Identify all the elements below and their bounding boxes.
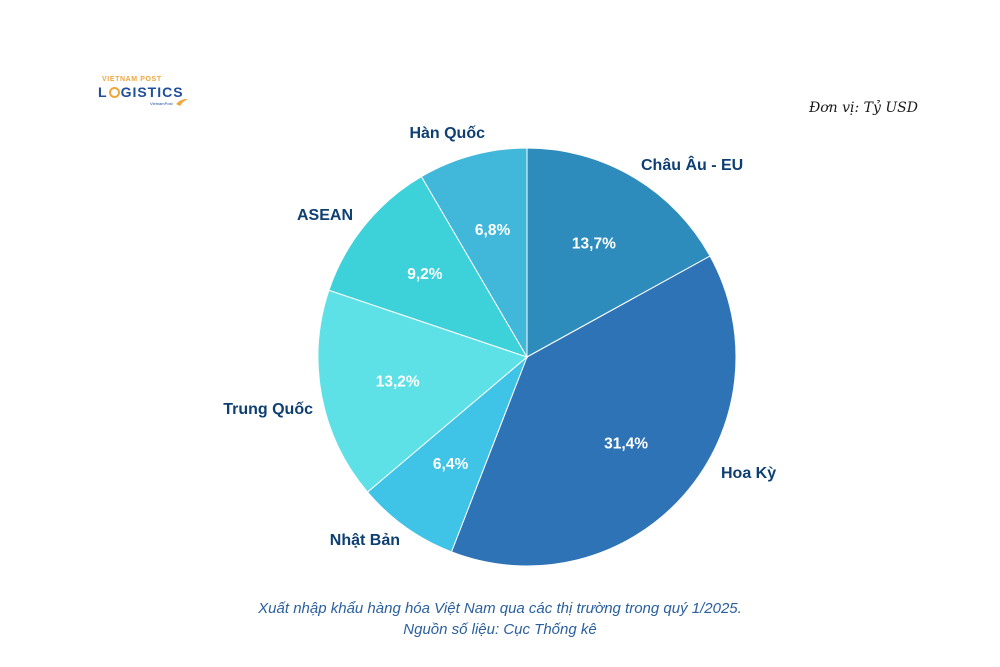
category-label-3: Nhật Bản [330,532,400,549]
category-label-6: Hàn Quốc [409,125,485,142]
category-label-2: Hoa Kỳ [721,465,776,482]
pie-slice-2 [450,255,737,567]
slice-value-label-5: 9,2% [407,266,443,283]
chart-caption: Xuất nhập khẩu hàng hóa Việt Nam qua các… [0,598,1000,640]
unit-label: Đơn vị: Tỷ USD [808,100,918,116]
pie-value-labels: 13,7% 31,4% 6,4% 13,2% 9,2% 6,8% [376,222,649,473]
logo-sub-text: VietnamPost [150,101,173,106]
category-label-4: Trung Quốc [223,401,313,418]
slice-value-label-4: 13,2% [376,374,420,391]
caption-line-1: Xuất nhập khẩu hàng hóa Việt Nam qua các… [258,600,742,617]
slice-value-label-6: 6,8% [475,222,511,239]
pie-slice-5 [328,175,529,358]
logo-main-text-post: GISTICS [120,84,184,100]
logo-swoosh-icon [176,98,188,106]
slice-value-label-1: 13,7% [572,236,616,253]
logo-top-text: VIETNAM POST [102,76,162,83]
caption-line-2: Nguồn số liệu: Cục Thống kê [403,621,597,638]
pie-slice-4 [317,289,528,493]
slice-value-label-3: 6,4% [433,456,469,473]
logo-o-ring-icon [108,87,120,98]
pie-slice-1 [526,147,711,358]
pie-slice-3 [366,356,528,553]
vietnam-post-logistics-logo: VIETNAM POST L GISTICS VietnamPost [98,76,194,110]
logo-main-text: L GISTICS [98,84,184,100]
category-label-1: Châu Âu - EU [641,155,743,174]
pie-slices [317,147,737,567]
category-label-5: ASEAN [297,207,353,224]
pie-slice-6 [420,147,528,359]
logo-main-text-pre: L [98,84,108,100]
pie-category-labels: Châu Âu - EU Hoa Kỳ Nhật Bản Trung Quốc ASEA… [223,125,776,549]
slice-value-label-2: 31,4% [604,436,648,453]
